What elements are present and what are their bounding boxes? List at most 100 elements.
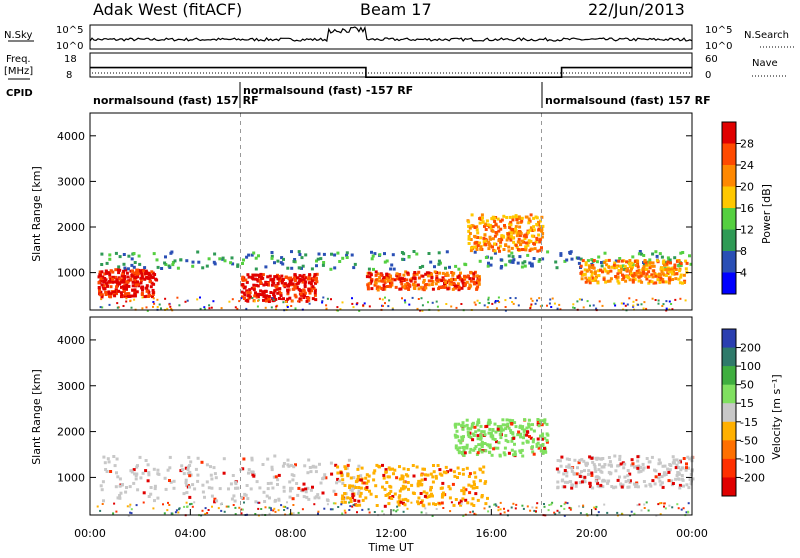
power-cell — [179, 258, 183, 262]
xtick-label: 16:00 — [475, 527, 507, 540]
power-cell — [140, 286, 144, 290]
velocity-noise-cell — [186, 505, 189, 508]
velocity-cell — [483, 481, 487, 485]
power-cell — [107, 292, 111, 296]
power-cell — [205, 264, 209, 268]
velocity-cell — [389, 485, 393, 489]
velocity-cell — [391, 467, 394, 471]
power-cell — [678, 281, 682, 285]
velocity-cell — [270, 468, 274, 472]
velocity-cell — [410, 483, 414, 487]
power-cell — [100, 263, 104, 266]
velocity-cell — [574, 481, 578, 485]
power-cell — [486, 264, 490, 268]
power-cell — [115, 278, 119, 282]
velocity-cell — [508, 418, 512, 422]
power-cell — [503, 225, 507, 229]
velocity-cell — [663, 464, 667, 468]
power-cell — [516, 240, 520, 244]
power-cell — [515, 231, 519, 235]
power-cell — [473, 250, 477, 254]
velocity-cell — [670, 479, 674, 483]
power-cell — [409, 279, 413, 283]
velocity-noise-cell — [317, 510, 320, 513]
power-noise-cell — [330, 298, 332, 301]
power-cell — [427, 283, 431, 287]
power-cell — [278, 279, 281, 283]
velocity-cell — [471, 497, 475, 501]
power-cell — [475, 240, 479, 244]
velocity-cell — [147, 471, 151, 475]
power-cell — [392, 267, 396, 271]
power-cell — [457, 267, 461, 271]
power-cell — [588, 281, 592, 285]
power-noise-cell — [497, 296, 500, 299]
power-cell — [389, 267, 393, 271]
power-cell — [621, 273, 624, 277]
velocity-cell — [636, 455, 640, 459]
power-cell — [537, 220, 540, 224]
power-cell — [272, 291, 276, 295]
power-cell — [430, 276, 434, 279]
velocity-cell — [467, 475, 471, 478]
power-cell — [151, 293, 155, 296]
velocity-cell — [254, 500, 258, 504]
power-cell — [610, 265, 614, 269]
velocity-cell — [139, 476, 143, 480]
power-noise-cell — [387, 305, 390, 308]
power-cell — [123, 285, 127, 289]
power-cell — [487, 261, 490, 265]
velocity-cell — [393, 492, 397, 496]
power-cell — [474, 235, 478, 239]
power-cell — [675, 259, 679, 263]
power-cell — [265, 283, 269, 286]
velocity-cell — [213, 497, 217, 501]
power-cell — [380, 279, 384, 283]
velocity-cell — [434, 476, 438, 480]
power-noise-cell — [166, 307, 169, 310]
power-cell — [434, 282, 438, 286]
velocity-cell — [314, 465, 318, 469]
power-cell — [651, 275, 655, 279]
velocity-noise-cell — [578, 505, 581, 508]
velocity-noise-cell — [533, 509, 536, 512]
power-cell — [661, 260, 665, 264]
power-cell — [398, 273, 402, 276]
velocity-noise-cell — [288, 513, 291, 516]
power-cell — [671, 278, 675, 281]
power-cell — [99, 277, 103, 281]
velocity-cell — [667, 479, 671, 483]
power-noise-cell — [199, 307, 202, 310]
power-cell — [365, 275, 369, 279]
power-cell — [422, 278, 426, 282]
power-cell — [515, 234, 519, 238]
power-cell — [151, 291, 155, 295]
power-noise-cell — [341, 301, 344, 304]
velocity-noise-cell — [277, 509, 280, 512]
velocity-noise-cell — [687, 502, 690, 505]
power-cell — [438, 271, 441, 275]
velocity-cell — [406, 474, 410, 478]
velocity-cell — [616, 464, 620, 468]
power-cell — [213, 252, 217, 256]
velocity-cell — [429, 472, 433, 476]
power-cell — [418, 266, 422, 269]
power-cell — [300, 289, 304, 293]
velocity-cell — [423, 467, 426, 471]
velocity-cell — [366, 479, 370, 483]
power-cell — [302, 296, 306, 299]
power-cell — [524, 241, 528, 245]
velocity-cell — [209, 465, 212, 469]
velocity-cell — [521, 441, 525, 445]
power-cell — [641, 267, 645, 270]
velocity-noise-cell — [503, 511, 506, 514]
velocity-cell — [149, 486, 153, 489]
power-cell — [509, 238, 513, 242]
velocity-cell — [132, 481, 136, 485]
power-noise-cell — [170, 308, 173, 310]
velocity-cell — [230, 497, 234, 501]
velocity-cell — [481, 470, 485, 474]
velocity-cell — [536, 441, 540, 445]
power-cell — [454, 286, 458, 290]
power-cell — [511, 236, 515, 240]
